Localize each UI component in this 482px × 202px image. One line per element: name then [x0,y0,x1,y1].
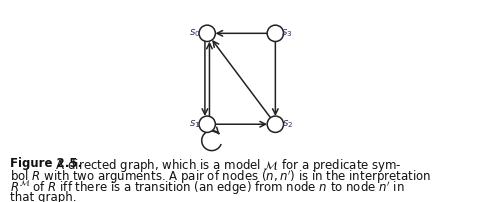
Circle shape [267,25,283,42]
Text: that graph.: that graph. [10,191,76,202]
Text: bol $R$ with two arguments. A pair of nodes $(n, n')$ is in the interpretation: bol $R$ with two arguments. A pair of no… [10,168,430,186]
Text: $s_2$: $s_2$ [281,118,293,130]
Circle shape [199,25,215,42]
Text: $s_0$: $s_0$ [188,27,200,39]
Text: A directed graph, which is a model $\mathcal{M}$ for a predicate sym-: A directed graph, which is a model $\mat… [52,157,402,174]
Circle shape [199,116,215,133]
Circle shape [267,116,283,133]
Text: $R^\mathcal{M}$ of $R$ iff there is a transition (an edge) from node $n$ to node: $R^\mathcal{M}$ of $R$ iff there is a tr… [10,180,404,198]
Text: $s_1$: $s_1$ [189,118,200,130]
Text: Figure 2.5.: Figure 2.5. [10,157,82,169]
Text: $s_3$: $s_3$ [281,27,293,39]
